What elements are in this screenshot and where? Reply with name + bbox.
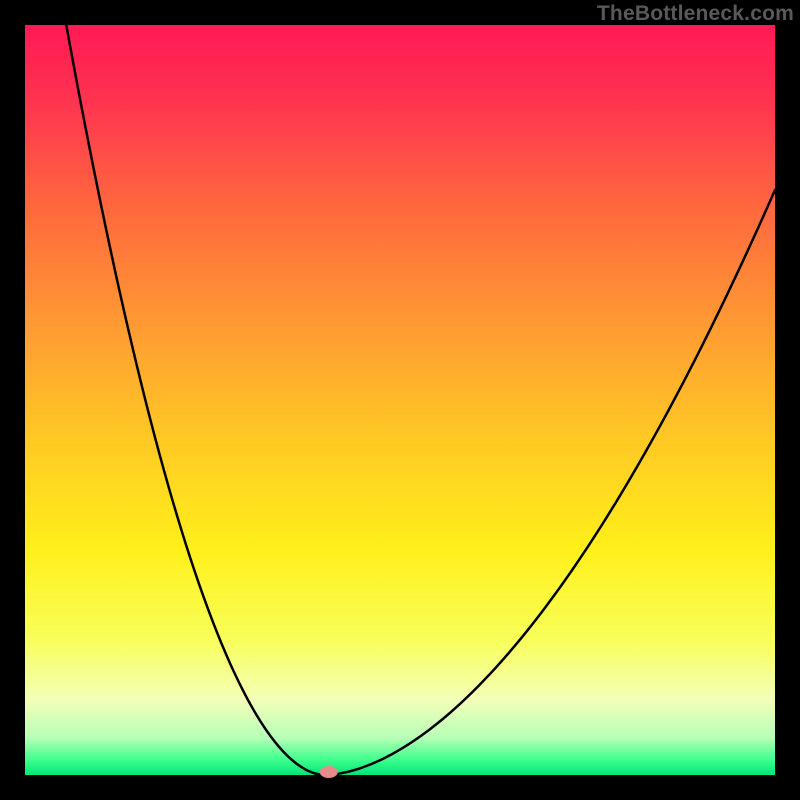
chart-frame: TheBottleneck.com [0,0,800,800]
minimum-marker [320,766,338,778]
plot-background [25,25,775,775]
watermark-text: TheBottleneck.com [597,2,794,26]
chart-svg [0,0,800,800]
